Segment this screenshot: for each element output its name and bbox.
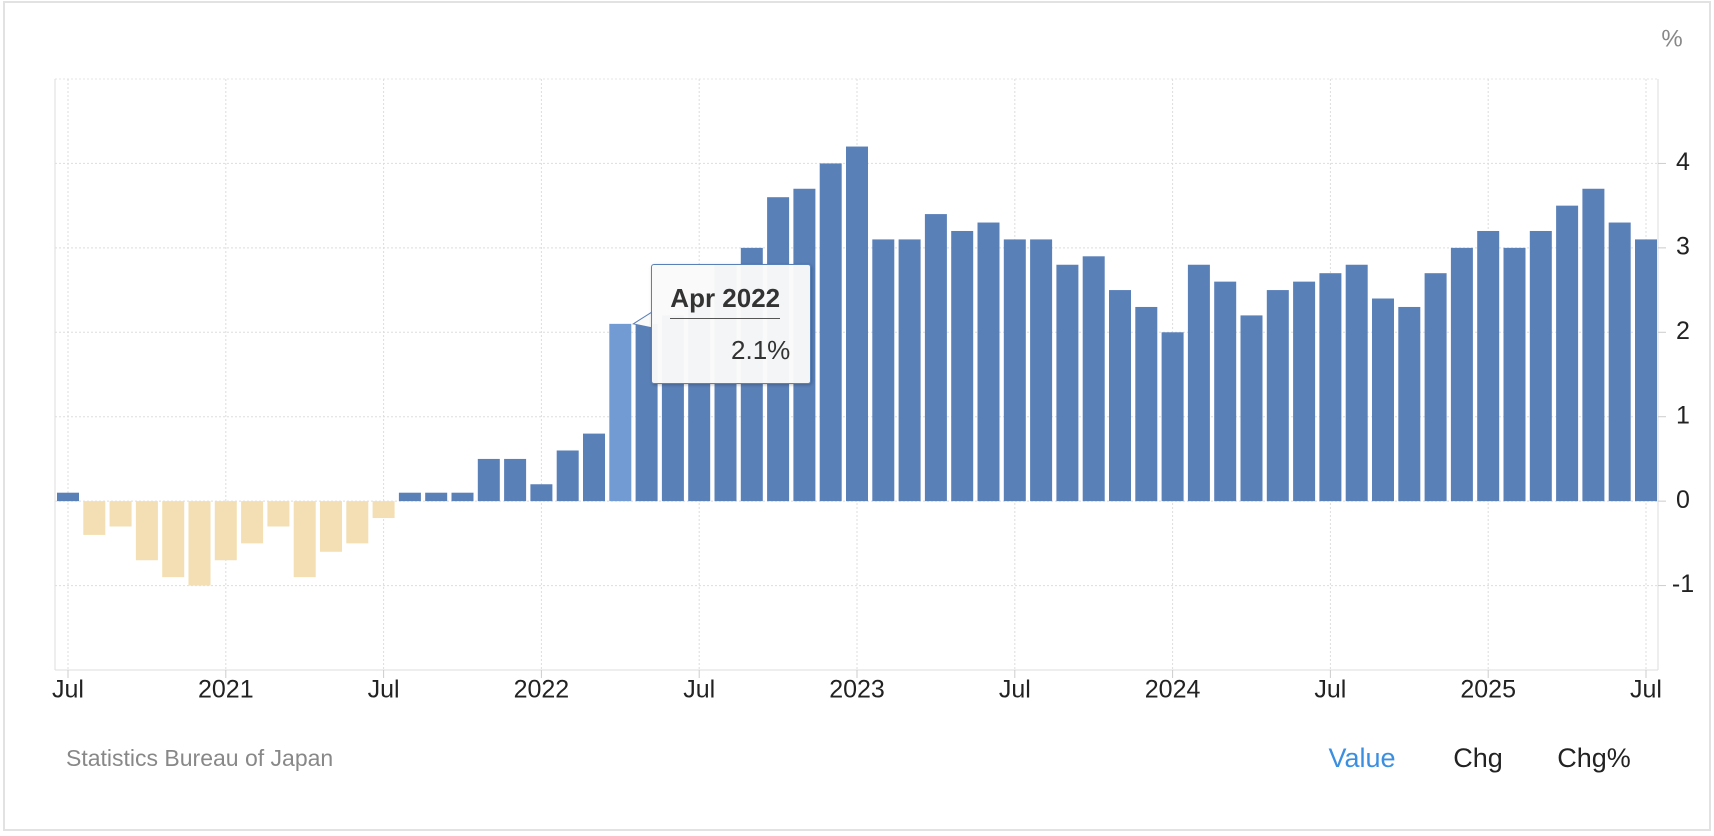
- bar[interactable]: [872, 239, 895, 502]
- bar[interactable]: [162, 501, 185, 578]
- bar[interactable]: [609, 323, 632, 502]
- bar[interactable]: [109, 501, 132, 527]
- bar[interactable]: [1082, 256, 1105, 502]
- bar[interactable]: [477, 458, 500, 502]
- toggle-button[interactable]: Chg%: [1557, 743, 1631, 773]
- tooltip-value: 2.1%: [731, 334, 791, 365]
- bar[interactable]: [556, 450, 579, 502]
- bar[interactable]: [1424, 273, 1447, 502]
- card-border: [3, 1, 1711, 831]
- bar[interactable]: [846, 146, 868, 502]
- bar[interactable]: [1503, 247, 1526, 502]
- bar[interactable]: [1266, 290, 1289, 502]
- tooltip-title: Apr 2022: [670, 283, 781, 319]
- bar[interactable]: [1109, 290, 1131, 502]
- bar[interactable]: [1293, 281, 1316, 502]
- bar[interactable]: [977, 222, 1000, 502]
- bar[interactable]: [1608, 222, 1631, 502]
- source: Statistics Bureau of Japan: [66, 745, 333, 771]
- toggle-button[interactable]: Value: [1328, 743, 1395, 773]
- bar[interactable]: [898, 239, 921, 502]
- bar[interactable]: [1030, 239, 1053, 502]
- x-tick-label: 2025: [1460, 676, 1516, 704]
- x-tick-label: 2021: [198, 676, 254, 704]
- bar[interactable]: [1240, 315, 1263, 502]
- bar[interactable]: [1187, 264, 1210, 502]
- bar[interactable]: [1319, 273, 1342, 502]
- bar[interactable]: [1529, 230, 1552, 502]
- bar[interactable]: [1398, 306, 1421, 502]
- bar[interactable]: [135, 501, 158, 561]
- bar[interactable]: [924, 214, 947, 502]
- y-unit: %: [1661, 25, 1682, 52]
- bar[interactable]: [951, 230, 974, 502]
- y-tick-label: 4: [1676, 148, 1690, 176]
- bar[interactable]: [425, 492, 448, 502]
- x-tick-label: 2022: [514, 676, 570, 704]
- y-tick-label: 2: [1676, 317, 1690, 345]
- bar[interactable]: [504, 458, 527, 502]
- bar[interactable]: [1582, 188, 1605, 502]
- x-tick-label: Jul: [683, 676, 715, 704]
- bar[interactable]: [451, 492, 474, 502]
- y-tick-label: 0: [1676, 486, 1690, 514]
- bar[interactable]: [1372, 298, 1394, 502]
- tooltip: Apr 2022 2.1%: [651, 263, 812, 384]
- bar[interactable]: [1214, 281, 1237, 502]
- bar[interactable]: [1345, 264, 1368, 502]
- bar[interactable]: [214, 501, 237, 561]
- x-tick-label: 2024: [1145, 676, 1201, 704]
- bar[interactable]: [819, 163, 842, 502]
- x-tick-label: 2023: [829, 676, 885, 704]
- bar[interactable]: [267, 501, 290, 527]
- bar[interactable]: [83, 501, 106, 535]
- x-tick-label: Jul: [1630, 676, 1662, 704]
- bar[interactable]: [1477, 230, 1500, 502]
- bar[interactable]: [1556, 205, 1579, 502]
- y-tick-label: 3: [1676, 232, 1690, 260]
- x-tick-label: Jul: [999, 676, 1031, 704]
- bar[interactable]: [1135, 306, 1158, 502]
- toggle-button[interactable]: Chg: [1453, 743, 1503, 773]
- x-tick-label: Jul: [368, 676, 400, 704]
- bar[interactable]: [320, 501, 342, 552]
- bar[interactable]: [1635, 239, 1657, 502]
- bar[interactable]: [1161, 332, 1184, 502]
- bar[interactable]: [530, 484, 553, 502]
- bar[interactable]: [1450, 247, 1473, 502]
- x-tick-label: Jul: [1314, 676, 1346, 704]
- bar[interactable]: [398, 492, 421, 502]
- bar[interactable]: [1056, 264, 1079, 502]
- bar[interactable]: [583, 433, 605, 502]
- x-tick-label: Jul: [52, 676, 84, 704]
- y-tick-label: 1: [1676, 401, 1690, 429]
- bar[interactable]: [346, 501, 369, 544]
- bar[interactable]: [1003, 239, 1026, 502]
- bar[interactable]: [57, 492, 79, 502]
- bar[interactable]: [293, 501, 316, 578]
- bar[interactable]: [241, 501, 264, 544]
- bar[interactable]: [188, 501, 211, 586]
- bar[interactable]: [372, 501, 395, 519]
- y-tick-label: -1: [1672, 570, 1694, 598]
